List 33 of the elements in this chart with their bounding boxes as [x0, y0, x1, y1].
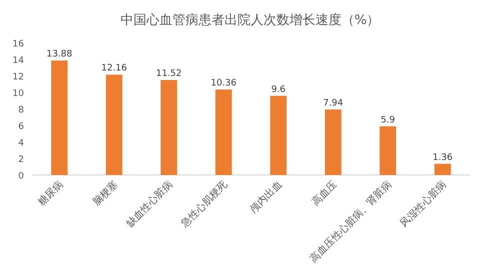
y-tick-label: 10	[12, 89, 24, 99]
bar	[434, 164, 451, 175]
x-tick-label: 颅内出血	[248, 178, 284, 216]
data-label: 12.16	[101, 64, 128, 74]
y-tick-label: 14	[12, 56, 24, 66]
bar	[215, 90, 232, 175]
data-label: 11.52	[156, 68, 182, 79]
bar	[51, 60, 68, 175]
y-tick-label: 8	[18, 106, 24, 116]
bar	[380, 126, 396, 175]
y-tick-label: 12	[12, 72, 24, 82]
x-tick-label: 急性心肌梗死	[178, 178, 230, 230]
bar	[324, 109, 342, 175]
y-tick-label: 0	[18, 172, 24, 182]
data-label: 5.9	[380, 115, 396, 126]
x-tick-label: 风湿性心脏病	[398, 178, 449, 230]
data-label: 10.36	[210, 78, 237, 89]
data-label: 7.94	[323, 98, 344, 108]
x-tick-label: 糖尿病	[36, 178, 66, 208]
y-tick-label: 4	[18, 138, 24, 148]
bar	[106, 74, 122, 175]
y-tick-label: 6	[18, 122, 24, 132]
data-label: 1.36	[432, 152, 453, 163]
data-label: 9.6	[271, 84, 286, 95]
bar	[270, 96, 287, 175]
y-tick-label: 16	[12, 40, 24, 50]
chart-title: 中国心血管病患者出院人次数增长速度（%）	[120, 12, 380, 28]
x-tick-label: 缺血性心脏病	[124, 178, 175, 230]
x-tick-label: 脑梗塞	[90, 178, 120, 208]
bar	[160, 80, 178, 175]
x-tick-label: 高血压	[310, 178, 340, 208]
data-label: 13.88	[46, 49, 73, 60]
y-tick-label: 2	[18, 155, 24, 165]
